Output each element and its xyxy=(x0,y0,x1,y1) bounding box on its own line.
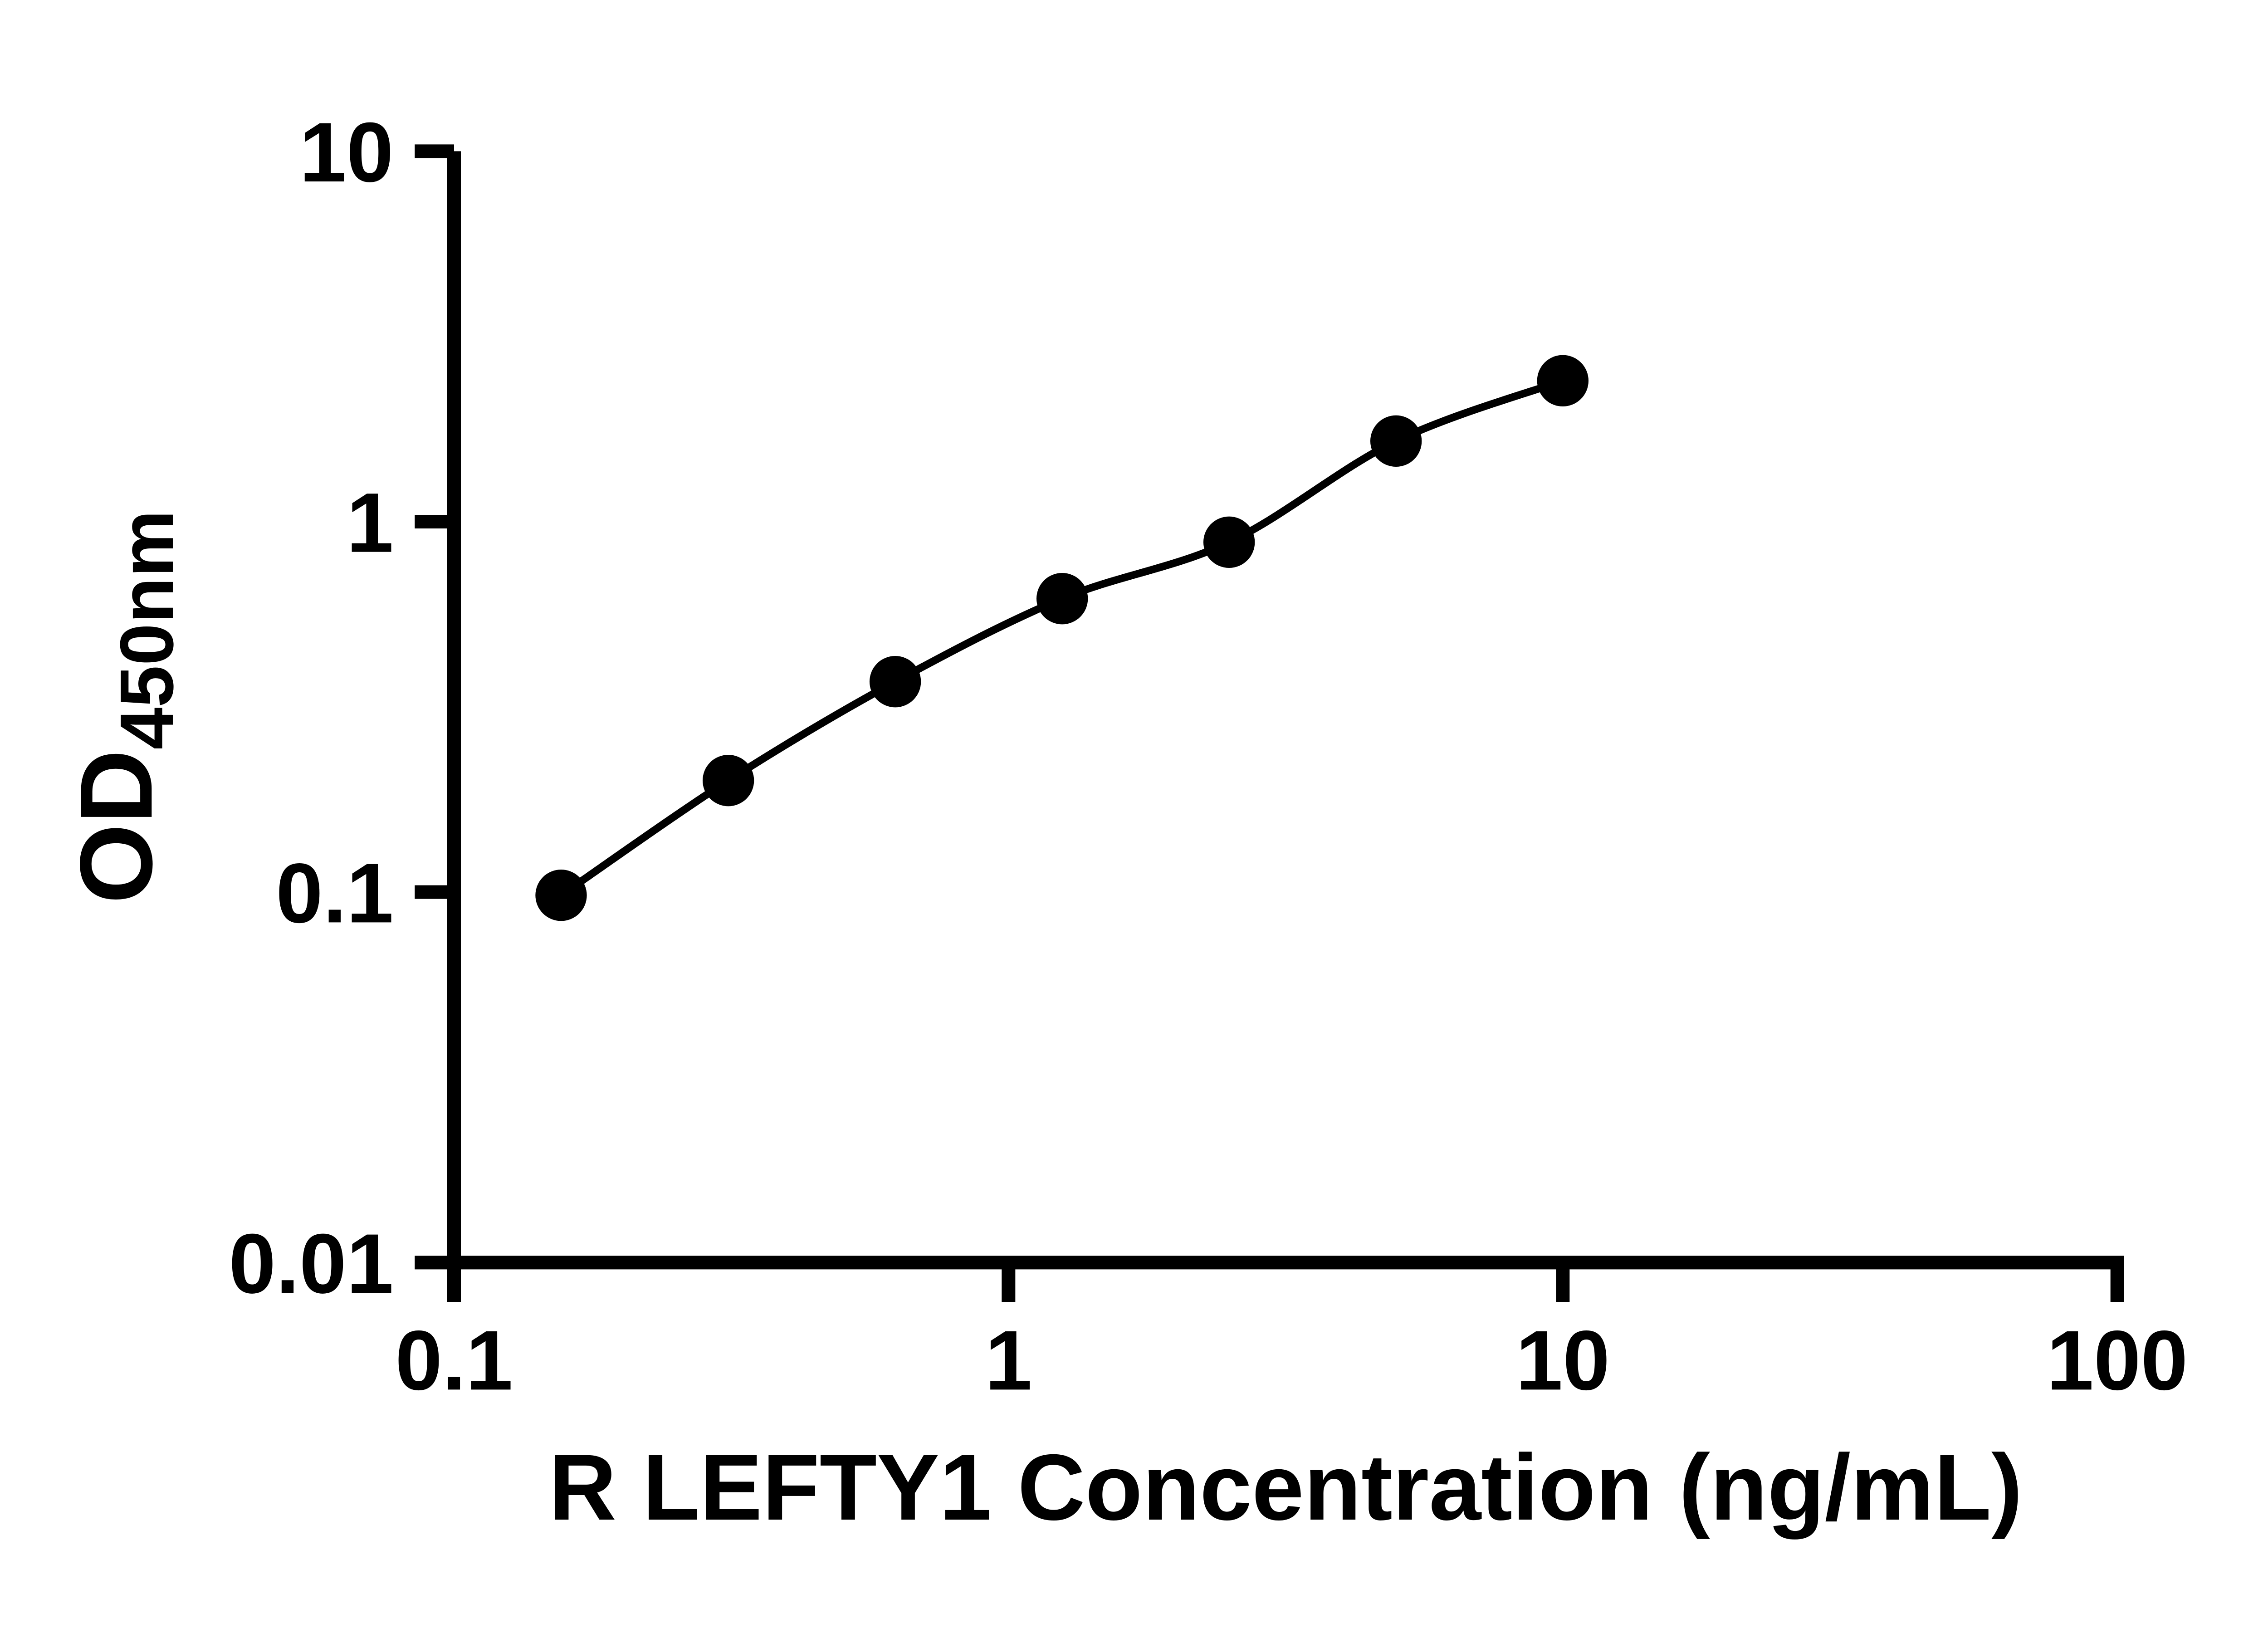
x-tick-label: 100 xyxy=(2047,1313,2188,1408)
data-point-marker xyxy=(1537,355,1589,406)
y-axis-title-subscript: 450nm xyxy=(105,510,189,749)
y-tick-label: 10 xyxy=(299,105,394,200)
y-tick-label: 1 xyxy=(347,475,394,570)
y-tick-label: 0.1 xyxy=(276,846,393,940)
data-point-marker xyxy=(1370,415,1422,467)
x-axis-title: R LEFTY1 Concentration (ng/mL) xyxy=(549,1435,2023,1540)
x-tick-label: 1 xyxy=(985,1313,1032,1408)
data-point-marker xyxy=(703,755,754,807)
data-point-marker xyxy=(1036,573,1088,625)
y-tick-label: 0.01 xyxy=(229,1216,393,1311)
data-point-marker xyxy=(870,656,921,708)
data-point-marker xyxy=(535,869,587,921)
x-tick-label: 10 xyxy=(1516,1313,1610,1408)
data-point-marker xyxy=(1203,516,1255,568)
x-tick-label: 0.1 xyxy=(395,1313,513,1408)
y-axis-title: OD450nm xyxy=(59,510,189,904)
y-axis-title-main: OD xyxy=(59,749,174,904)
